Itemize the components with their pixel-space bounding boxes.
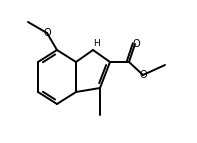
Text: O: O bbox=[132, 39, 140, 49]
Text: O: O bbox=[43, 28, 51, 38]
Text: H: H bbox=[94, 38, 100, 47]
Text: O: O bbox=[139, 70, 147, 80]
